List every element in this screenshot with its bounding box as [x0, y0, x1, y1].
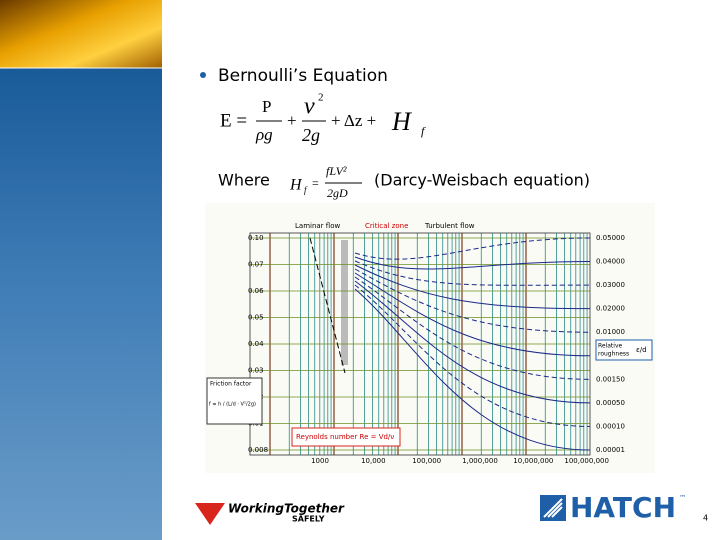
roughness-curve: [354, 256, 591, 270]
eq-part: 2: [318, 92, 324, 104]
safety-text: WorkingTogether: [228, 502, 345, 516]
roughness-tick: 0.01000: [596, 328, 625, 336]
friction-tick: 0.03: [248, 367, 264, 375]
roughness-curve: [354, 280, 591, 404]
roughness-tick: 0.00001: [596, 446, 625, 454]
roughness-tick: 0.00010: [596, 422, 625, 430]
zone-label: Laminar flow: [295, 222, 340, 230]
label-box: [291, 427, 401, 447]
eq-part: H: [289, 177, 303, 194]
roughness-symbol: ε/d: [636, 346, 647, 354]
roughness-tick: 0.04000: [596, 258, 625, 266]
roughness-curve: [354, 288, 591, 451]
friction-label: Friction factor: [210, 381, 252, 388]
bullet: [200, 72, 206, 78]
eq-part: f: [304, 185, 308, 195]
roughness-curve: [354, 284, 591, 427]
friction-formula: f = h / (L/d · V²/2g): [209, 402, 256, 408]
moody-diagram: 0.100.070.060.050.040.030.020.010.0080.0…: [205, 203, 655, 473]
zone-label: Turbulent flow: [424, 222, 475, 230]
eq-part: 2gD: [327, 186, 348, 200]
safety-icon: [195, 503, 225, 525]
reynolds-tick: 100,000: [412, 457, 441, 465]
roughness-curve: [354, 276, 591, 380]
eq-part: =: [312, 176, 319, 190]
laminar-line: [309, 237, 346, 374]
eq-part: + Δz +: [331, 111, 376, 130]
reynolds-tick: 10,000,000: [513, 457, 553, 465]
roughness-tick: 0.03000: [596, 281, 625, 289]
roughness-curve: [354, 237, 591, 260]
friction-tick: 0.10: [248, 234, 264, 242]
critical-band: [341, 240, 348, 365]
friction-tick: 0.05: [248, 314, 264, 322]
eq-part: ρg: [255, 125, 273, 144]
friction-tick: 0.04: [248, 340, 264, 348]
roughness-label: roughness: [598, 351, 629, 358]
hatch-icon-lines: [543, 498, 563, 518]
eq-part: E =: [220, 110, 247, 131]
note: (Darcy-Weisbach equation): [374, 171, 590, 190]
friction-tick: 0.07: [248, 261, 264, 269]
friction-tick: 0.008: [248, 446, 268, 454]
eq-part: v: [304, 94, 315, 120]
eq-part: f: [421, 124, 426, 138]
eq-part: P: [262, 97, 271, 116]
equation: E = P ρg + v 2 2g + Δz + H f: [220, 92, 426, 146]
bullet-text: Bernoulli’s Equation: [218, 66, 388, 86]
roughness-curve: [354, 268, 591, 333]
eq-part: fLV²: [326, 164, 347, 178]
friction-tick: 0.06: [248, 287, 264, 295]
roughness-tick: 0.00150: [596, 375, 625, 383]
reynolds-tick: 100,000,000: [564, 457, 609, 465]
eq-part: H: [391, 107, 412, 136]
label-box: [206, 377, 263, 425]
roughness-curve: [354, 272, 591, 357]
plot-frame: [249, 232, 591, 456]
reynolds-tick: 1,000,000: [462, 457, 498, 465]
side-panel: [0, 0, 162, 540]
eq-part: 2g: [302, 125, 320, 145]
safety-logo: WorkingTogether SAFELY: [195, 502, 345, 525]
roughness-curve: [354, 264, 591, 310]
where: Where: [218, 171, 270, 190]
label-box: [595, 339, 653, 361]
roughness-tick: 0.05000: [596, 234, 625, 242]
diagram-bg: [205, 203, 655, 473]
roughness-tick: 0.00050: [596, 399, 625, 407]
page-number: 4: [703, 514, 708, 523]
roughness-curve: [354, 260, 591, 286]
reynolds-label: Reynolds number Re = Vd/ν: [296, 433, 394, 441]
header-image: [0, 0, 162, 68]
reynolds-tick: 1000: [311, 457, 329, 465]
hatch-logo: HATCH ™: [540, 491, 686, 524]
safety-text: SAFELY: [292, 515, 325, 524]
eq-part: +: [287, 111, 297, 130]
trademark: ™: [679, 494, 686, 502]
hf-equation: H f = fLV² 2gD: [289, 164, 362, 200]
brand: HATCH: [570, 491, 676, 524]
roughness-tick: 0.02000: [596, 305, 625, 313]
reynolds-tick: 10,000: [361, 457, 386, 465]
roughness-label: Relative: [598, 343, 623, 350]
zone-label: Critical zone: [365, 222, 408, 230]
